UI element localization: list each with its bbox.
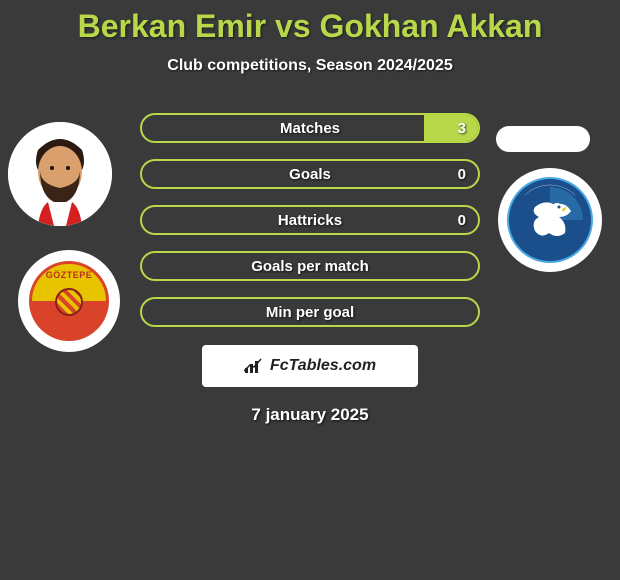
stat-right-value: 0 xyxy=(458,212,466,229)
date-text: 7 january 2025 xyxy=(0,405,620,425)
stat-bar-matches: Matches 3 xyxy=(140,113,480,143)
stat-right-value: 0 xyxy=(458,166,466,183)
stat-bar-goals: Goals 0 xyxy=(140,159,480,189)
stat-label: Min per goal xyxy=(266,304,354,321)
stat-label: Goals xyxy=(289,166,331,183)
subtitle: Club competitions, Season 2024/2025 xyxy=(0,57,620,75)
bar-chart-icon xyxy=(244,358,264,374)
stat-label: Hattricks xyxy=(278,212,342,229)
stat-bar-min-per-goal: Min per goal xyxy=(140,297,480,327)
promo-text: FcTables.com xyxy=(270,357,376,375)
promo-box[interactable]: FcTables.com xyxy=(202,345,418,387)
club-left-ball-icon xyxy=(55,288,83,316)
stat-bar-goals-per-match: Goals per match xyxy=(140,251,480,281)
stat-label: Matches xyxy=(280,120,340,137)
club-left-label: GÖZTEPE xyxy=(46,270,93,280)
player-right-avatar-placeholder xyxy=(496,126,590,152)
club-right-badge xyxy=(498,168,602,272)
player-left-avatar xyxy=(8,122,112,226)
page-title: Berkan Emir vs Gokhan Akkan xyxy=(0,0,620,45)
club-left-badge: GÖZTEPE xyxy=(18,250,120,352)
stat-fill xyxy=(424,115,478,141)
stat-right-value: 3 xyxy=(458,120,466,137)
stat-bar-hattricks: Hattricks 0 xyxy=(140,205,480,235)
stat-label: Goals per match xyxy=(251,258,369,275)
